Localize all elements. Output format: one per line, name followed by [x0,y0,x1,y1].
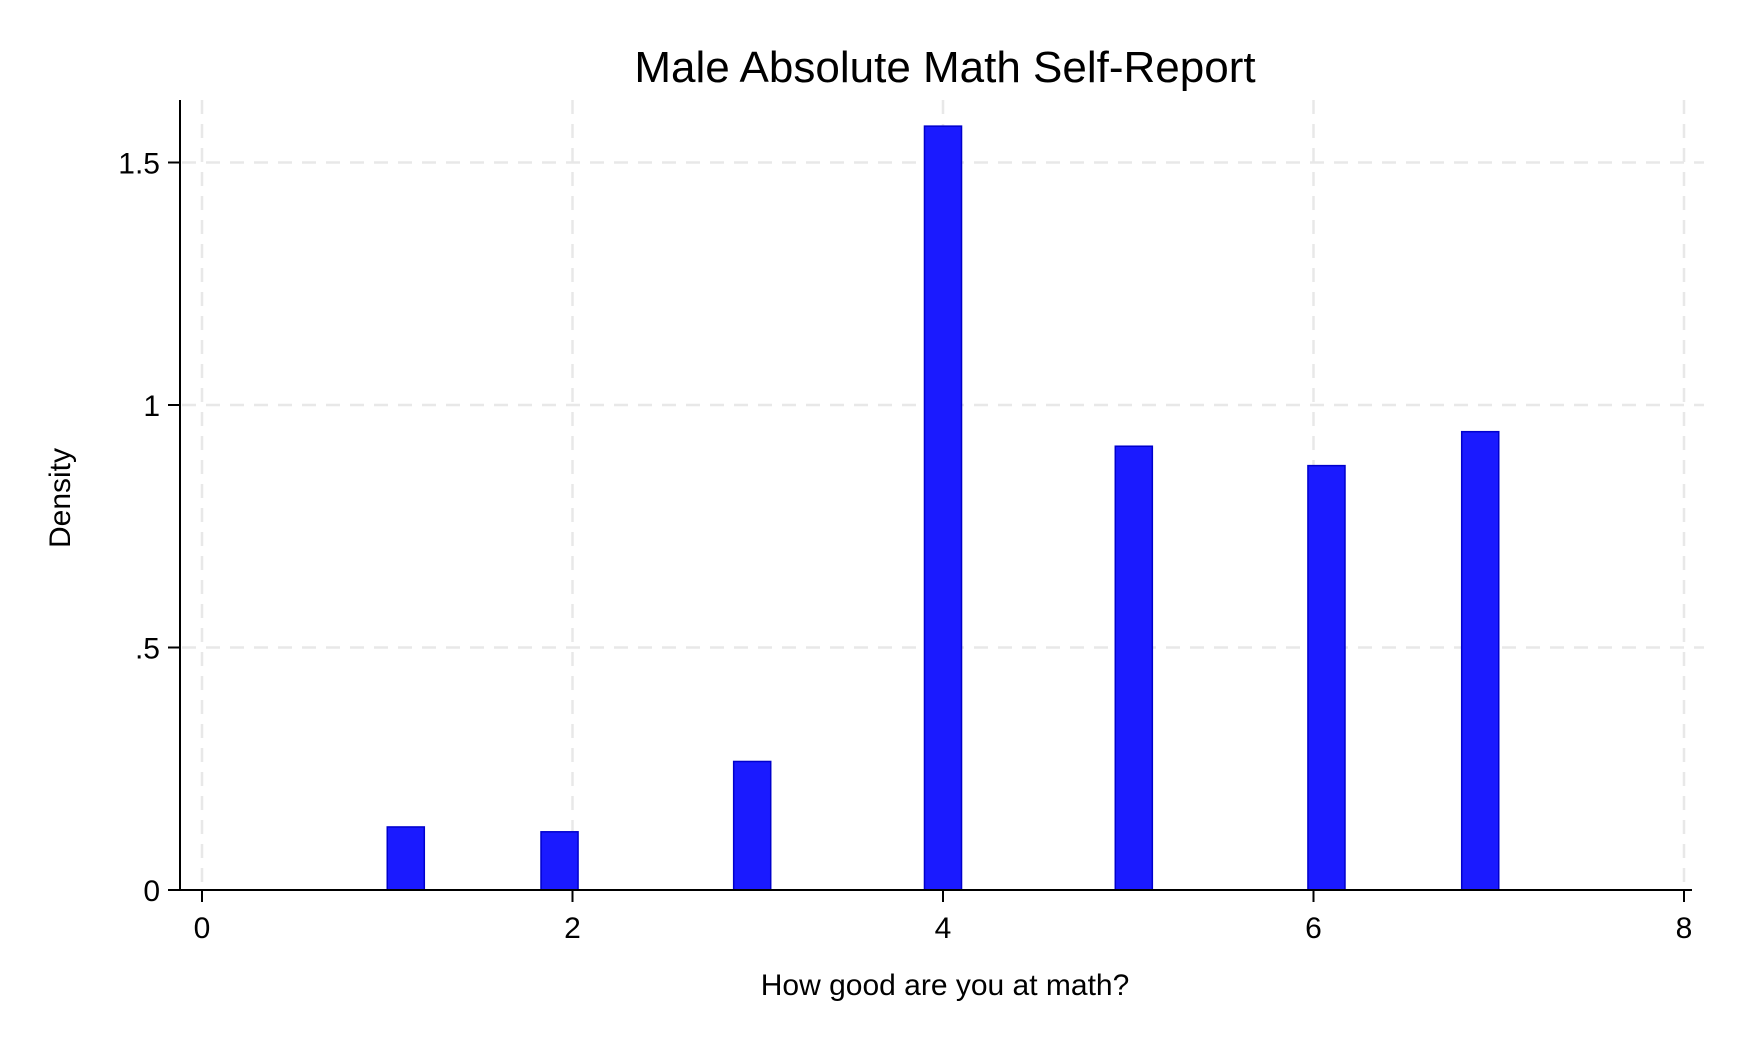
histogram-bar [1307,464,1346,891]
x-tick-label: 2 [564,912,581,945]
y-axis-label: Density [44,448,77,548]
chart-title: Male Absolute Math Self-Report [634,43,1255,92]
x-tick-label: 0 [194,912,211,945]
x-axis-label: How good are you at math? [761,969,1130,1002]
ticks: 0 .5 1 1.5 0 2 4 6 8 [118,148,1692,946]
histogram-bar [1460,430,1500,891]
histogram-bar [923,125,963,891]
histogram-bar [732,760,772,891]
x-tick-label: 4 [935,912,952,945]
histogram-bar [1114,445,1154,891]
axes [179,100,1692,891]
x-tick-label: 8 [1676,912,1693,945]
y-tick-label: .5 [135,633,160,666]
histogram-bar [540,831,579,891]
bars [386,125,1500,891]
histogram-bar [386,826,426,891]
x-tick-label: 6 [1305,912,1322,945]
y-tick-label: 1.5 [118,148,160,181]
y-tick-label: 1 [143,390,160,423]
y-tick-label: 0 [143,875,160,908]
